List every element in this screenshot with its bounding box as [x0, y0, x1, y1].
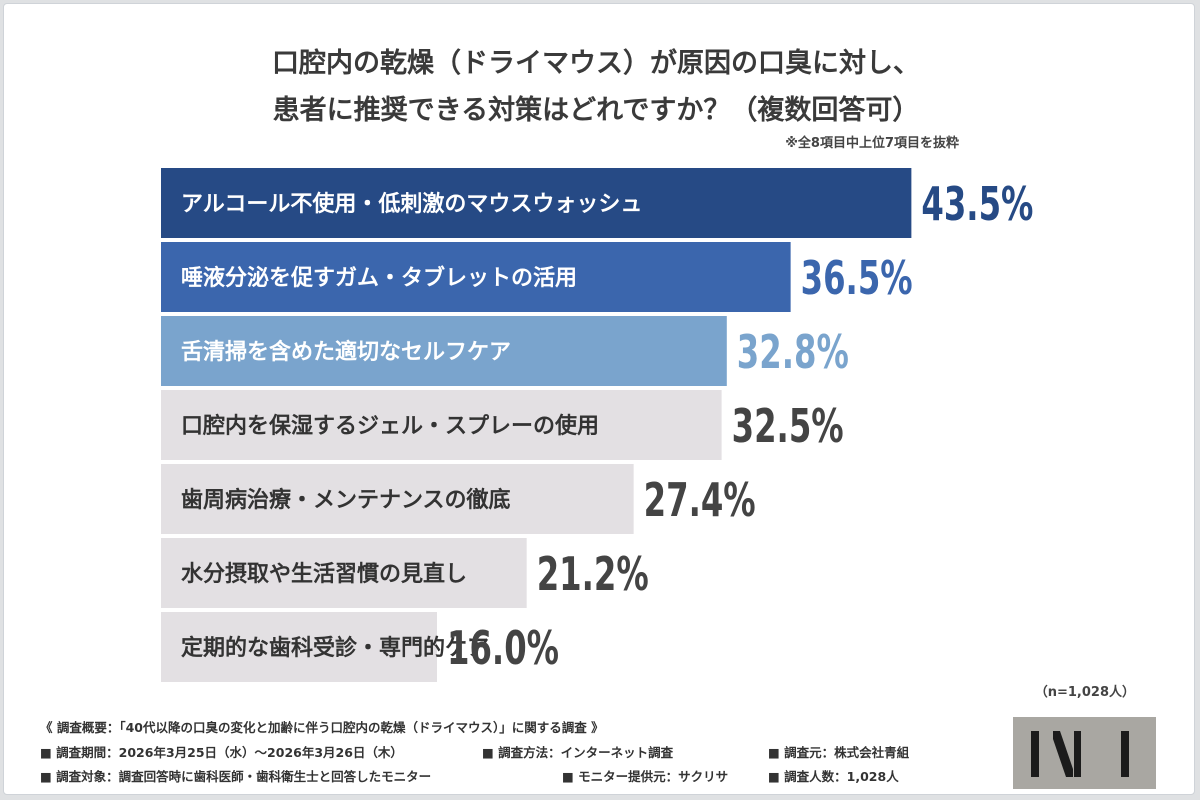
value-label-5: 27.4%: [644, 473, 756, 527]
company-logo: [1013, 717, 1156, 789]
bar-label-4: 口腔内を保湿するジェル・スプレーの使用: [181, 413, 599, 439]
bar-7: [161, 612, 437, 682]
bar-5: [161, 464, 634, 534]
survey-target: ■ 調査対象：調査回答時に歯科医師・歯科衛生士と回答したモニター: [40, 769, 432, 784]
survey-organizer: ■ 調査元：株式会社青組: [768, 745, 910, 760]
survey-title: 《 調査概要：「40代以降の口臭の変化と加齢に伴う口腔内の乾燥（ドライマウス）」…: [40, 720, 604, 735]
survey-provider: ■ モニター提供元：サクリサ: [562, 769, 729, 784]
value-label-7: 16.0%: [447, 621, 559, 675]
survey-period: ■ 調査期間：2026年3月25日（水）～2026年3月26日（木）: [40, 745, 403, 760]
bar-label-2: 唾液分泌を促すガム・タブレットの活用: [181, 265, 577, 291]
bar-chart: アルコール不使用・低刺激のマウスウォッシュ 43.5% 唾液分泌を促すガム・タブレッ…: [161, 168, 1033, 682]
bar-label-6: 水分摂取や生活習慣の見直し: [181, 561, 467, 587]
bar-4: [161, 390, 722, 460]
value-label-6: 21.2%: [537, 547, 649, 601]
chart-note: ※全8項目中上位7項目を抜粋: [785, 136, 959, 151]
logo-mark: [1031, 731, 1129, 777]
value-label-4: 32.5%: [732, 399, 844, 453]
bar-label-7: 定期的な歯科受診・専門的ケア: [181, 635, 489, 661]
value-label-2: 36.5%: [801, 251, 913, 305]
survey-count: ■ 調査人数：1,028人: [768, 769, 899, 784]
bar-1: [161, 168, 912, 238]
chart-title-line-2: 患者に推奨できる対策はどれですか？（複数回答可）: [272, 95, 920, 126]
chart-title-line-1: 口腔内の乾燥（ドライマウス）が原因の口臭に対し、: [272, 48, 920, 79]
sample-size-label: （n=1,028人）: [1034, 685, 1135, 700]
survey-method: ■ 調査方法：インターネット調査: [482, 745, 674, 760]
bar-6: [161, 538, 527, 608]
value-label-1: 43.5%: [921, 177, 1033, 231]
bar-label-1: アルコール不使用・低刺激のマウスウォッシュ: [181, 191, 642, 217]
bar-3: [161, 316, 727, 386]
bar-label-5: 歯周病治療・メンテナンスの徹底: [181, 487, 511, 513]
bar-2: [161, 242, 791, 312]
bar-label-3: 舌清掃を含めた適切なセルフケア: [181, 339, 511, 365]
value-label-3: 32.8%: [737, 325, 849, 379]
